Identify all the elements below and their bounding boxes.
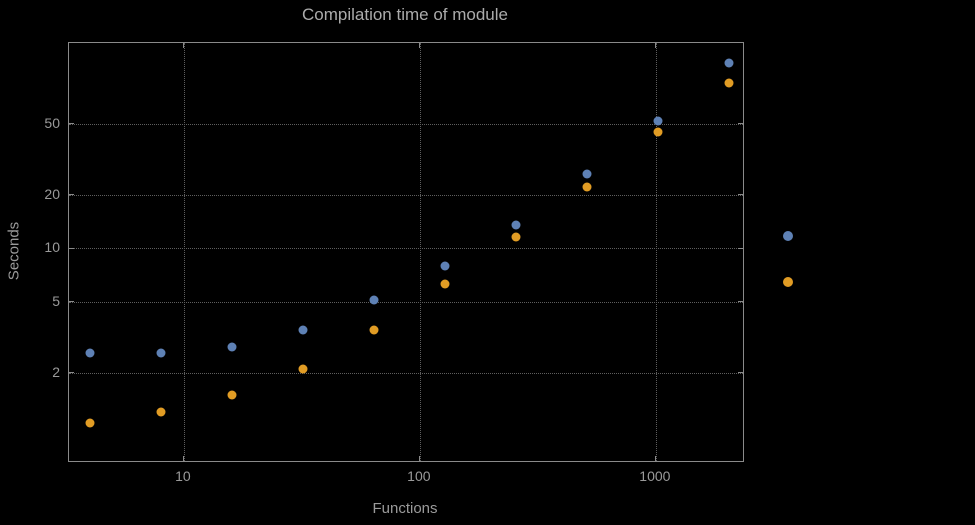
data-point-series-1: [156, 348, 166, 358]
y-tick-label: 5: [52, 292, 60, 309]
y-tick-label: 50: [44, 114, 60, 131]
y-tick-right: [738, 372, 743, 374]
data-point-series-2: [156, 407, 166, 417]
y-tick-left: [69, 372, 74, 374]
x-tick-bottom: [183, 456, 185, 461]
plot-area: [68, 42, 744, 462]
x-tick-bottom: [655, 456, 657, 461]
data-point-series-2: [227, 390, 237, 400]
data-point-series-1: [85, 348, 95, 358]
y-gridline: [69, 194, 743, 196]
data-point-series-2: [85, 418, 95, 428]
y-tick-label: 2: [52, 363, 60, 380]
data-point-series-1: [653, 116, 663, 126]
y-gridline: [69, 301, 743, 303]
y-gridline: [69, 123, 743, 125]
x-gridline: [183, 43, 185, 461]
data-point-series-1: [440, 261, 450, 271]
y-tick-right: [738, 123, 743, 125]
data-point-series-2: [582, 182, 592, 192]
y-tick-left: [69, 194, 74, 196]
x-tick-top: [419, 43, 421, 48]
chart-title: Compilation time of module: [302, 5, 508, 24]
x-tick-label: 10: [175, 468, 191, 484]
x-tick-bottom: [419, 456, 421, 461]
data-point-series-1: [369, 295, 379, 305]
y-tick-right: [738, 301, 743, 303]
legend-marker-series-2: [783, 277, 793, 287]
x-tick-top: [183, 43, 185, 48]
data-point-series-2: [369, 325, 379, 335]
data-point-series-2: [440, 279, 450, 289]
y-gridline: [69, 248, 743, 250]
data-point-series-1: [227, 342, 237, 352]
x-tick-top: [655, 43, 657, 48]
data-point-series-2: [298, 364, 308, 374]
data-point-series-2: [653, 127, 663, 137]
data-point-series-2: [724, 78, 734, 88]
x-gridline: [419, 43, 421, 461]
data-point-series-1: [582, 169, 592, 179]
y-tick-label: 10: [44, 239, 60, 256]
y-tick-right: [738, 247, 743, 249]
y-tick-right: [738, 194, 743, 196]
y-tick-left: [69, 301, 74, 303]
x-gridline: [655, 43, 657, 461]
y-tick-left: [69, 123, 74, 125]
legend-marker-series-1: [783, 231, 793, 241]
data-point-series-1: [298, 325, 308, 335]
data-point-series-1: [724, 58, 734, 68]
x-axis-label: Functions: [372, 500, 438, 517]
y-tick-left: [69, 247, 74, 249]
x-tick-label: 1000: [639, 468, 671, 484]
y-tick-label: 20: [44, 185, 60, 202]
y-gridline: [69, 372, 743, 374]
data-point-series-2: [511, 232, 521, 242]
data-point-series-1: [511, 220, 521, 230]
x-tick-label: 100: [407, 468, 431, 484]
